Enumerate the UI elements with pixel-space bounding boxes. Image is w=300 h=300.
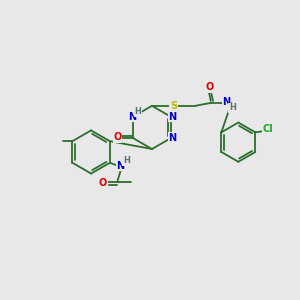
Text: N: N bbox=[223, 97, 231, 107]
Text: Cl: Cl bbox=[263, 124, 274, 134]
Text: N: N bbox=[169, 133, 177, 143]
Text: H: H bbox=[123, 156, 130, 165]
Text: H: H bbox=[135, 107, 142, 116]
Text: O: O bbox=[99, 178, 107, 188]
Text: N: N bbox=[169, 112, 177, 122]
Text: N: N bbox=[116, 161, 125, 171]
Text: N: N bbox=[128, 112, 136, 122]
Text: O: O bbox=[113, 132, 122, 142]
Text: H: H bbox=[229, 103, 236, 112]
Text: O: O bbox=[206, 82, 214, 92]
Text: S: S bbox=[170, 101, 177, 111]
